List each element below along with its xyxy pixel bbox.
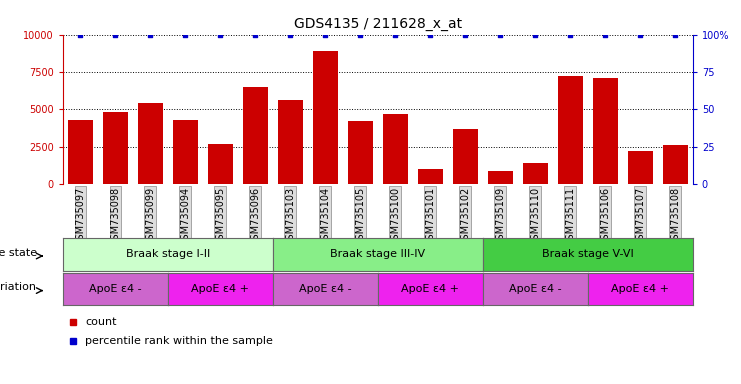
Bar [383, 114, 408, 184]
Point [599, 31, 611, 38]
Bar [488, 171, 513, 184]
Point [250, 31, 262, 38]
Point [494, 31, 506, 38]
Point [565, 31, 576, 38]
Point [634, 31, 646, 38]
Point [669, 31, 681, 38]
Point [110, 31, 122, 38]
Point [285, 31, 296, 38]
Bar [558, 76, 582, 184]
Text: disease state: disease state [0, 248, 37, 258]
Text: ApoE ε4 -: ApoE ε4 - [89, 284, 142, 294]
Point [319, 31, 331, 38]
Point [215, 31, 227, 38]
Bar [139, 103, 163, 184]
Text: ApoE ε4 -: ApoE ε4 - [299, 284, 352, 294]
Bar [173, 120, 198, 184]
Text: Braak stage I-II: Braak stage I-II [126, 249, 210, 260]
Text: ApoE ε4 +: ApoE ε4 + [611, 284, 669, 294]
Point [459, 31, 471, 38]
Bar [278, 101, 302, 184]
Text: Braak stage III-IV: Braak stage III-IV [330, 249, 425, 260]
Point [529, 31, 541, 38]
Text: count: count [85, 317, 116, 327]
Point [390, 31, 402, 38]
Text: ApoE ε4 +: ApoE ε4 + [191, 284, 250, 294]
Point [75, 31, 87, 38]
Bar [593, 78, 617, 184]
Text: ApoE ε4 +: ApoE ε4 + [402, 284, 459, 294]
Text: genotype/variation: genotype/variation [0, 282, 37, 292]
Bar [243, 87, 268, 184]
Text: Braak stage V-VI: Braak stage V-VI [542, 249, 634, 260]
Bar [628, 151, 653, 184]
Point [144, 31, 156, 38]
Point [179, 31, 191, 38]
Text: ApoE ε4 -: ApoE ε4 - [509, 284, 562, 294]
Bar [348, 121, 373, 184]
Bar [68, 120, 93, 184]
Text: percentile rank within the sample: percentile rank within the sample [85, 336, 273, 346]
Bar [208, 144, 233, 184]
Bar [418, 169, 442, 184]
Point [425, 31, 436, 38]
Bar [453, 129, 478, 184]
Bar [103, 113, 127, 184]
Title: GDS4135 / 211628_x_at: GDS4135 / 211628_x_at [294, 17, 462, 31]
Bar [663, 146, 688, 184]
Point [354, 31, 366, 38]
Bar [313, 51, 338, 184]
Bar [523, 163, 548, 184]
